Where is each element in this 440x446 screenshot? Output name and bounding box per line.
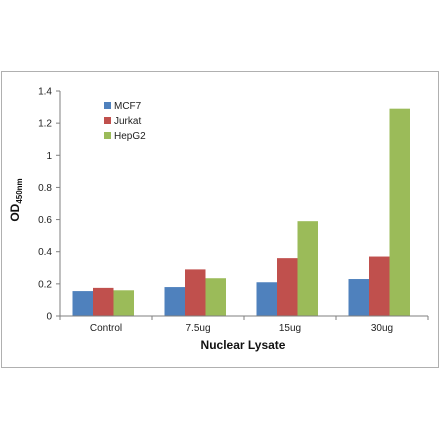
x-tick-label: 30ug: [371, 323, 393, 334]
y-tick-label: 0.8: [38, 183, 52, 194]
y-tick-label: 0.2: [38, 279, 52, 290]
x-tick-label: 7.5ug: [185, 323, 210, 334]
y-tick-label: 0.6: [38, 215, 52, 226]
y-axis-title-main: OD: [8, 203, 22, 221]
bar-jurkat-15ug: [277, 258, 298, 316]
legend: MCF7 Jurkat HepG2: [104, 101, 146, 142]
bar-mcf7-30ug: [348, 279, 369, 316]
bar-hepg2-75ug: [205, 278, 226, 316]
x-tick-label: 15ug: [279, 323, 301, 334]
y-tick-label: 0: [46, 312, 52, 323]
bar-hepg2-control: [113, 290, 134, 316]
x-ticks-group: Control 7.5ug 15ug 30ug: [59, 316, 429, 334]
bar-jurkat-75ug: [185, 269, 206, 316]
y-tick-label: 0.4: [38, 247, 52, 258]
bar-mcf7-control: [72, 291, 93, 316]
y-tick-label: 1.2: [38, 119, 52, 130]
y-ticks-group: 0 0.2 0.4 0.6 0.8 1 1.2 1.4: [38, 87, 60, 323]
bar-hepg2-30ug: [389, 108, 410, 316]
bar-hepg2-15ug: [297, 221, 318, 316]
legend-swatch-jurkat: [104, 117, 111, 124]
bar-jurkat-30ug: [369, 256, 390, 316]
y-tick-label: 1: [46, 151, 52, 162]
bar-jurkat-control: [93, 287, 114, 316]
legend-label-mcf7: MCF7: [114, 101, 142, 112]
legend-label-jurkat: Jurkat: [114, 116, 141, 127]
bar-mcf7-15ug: [256, 282, 277, 316]
y-axis-title-subscript: 450nm: [15, 178, 24, 203]
bar-mcf7-75ug: [164, 287, 185, 316]
bars-group: [72, 108, 410, 316]
y-tick-label: 1.4: [38, 87, 52, 98]
y-axis-title: OD450nm: [8, 178, 24, 221]
legend-swatch-mcf7: [104, 102, 111, 109]
legend-swatch-hepg2: [104, 132, 111, 139]
legend-label-hepg2: HepG2: [114, 131, 146, 142]
x-tick-label: Control: [90, 323, 122, 334]
chart-border: [1, 71, 439, 368]
x-axis-title: Nuclear Lysate: [201, 338, 286, 352]
